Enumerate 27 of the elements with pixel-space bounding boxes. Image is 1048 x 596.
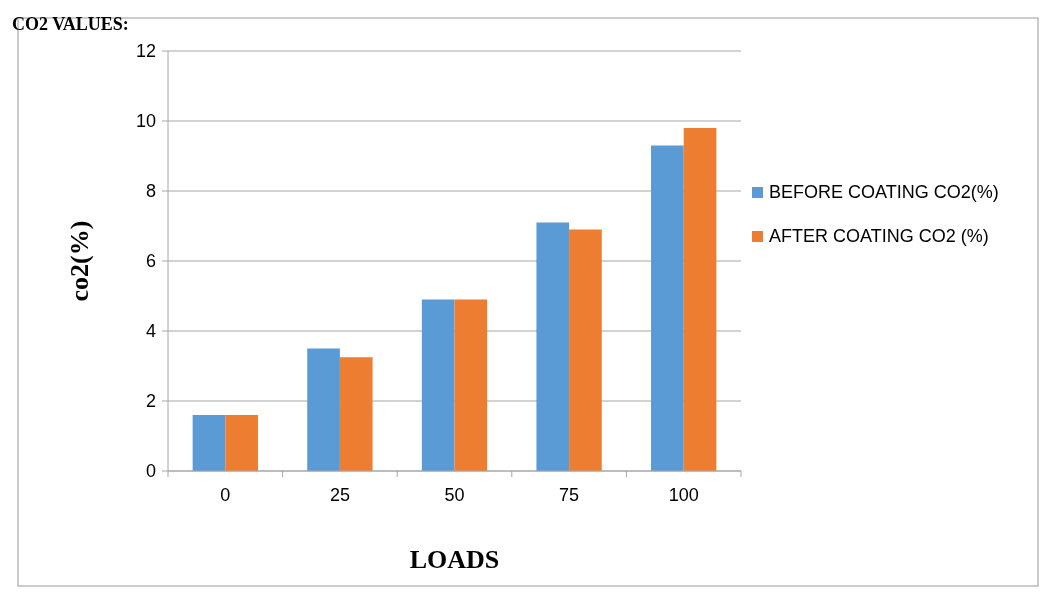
y-tick-label: 8: [145, 181, 156, 202]
bar: [651, 145, 684, 471]
chart-title: CO2 VALUES:: [12, 14, 129, 34]
bar: [683, 128, 717, 471]
y-tick-label: 2: [145, 391, 156, 412]
x-axis-title: LOADS: [409, 545, 500, 574]
bar: [225, 415, 258, 471]
y-tick-label: 6: [145, 251, 156, 272]
x-tick-label: 25: [329, 485, 350, 505]
y-tick-label: 12: [135, 41, 156, 62]
bar: [421, 299, 455, 471]
x-tick-label: 100: [668, 485, 699, 505]
x-tick-label: 75: [559, 485, 580, 505]
bar: [307, 348, 340, 471]
x-tick-label: 0: [220, 485, 231, 505]
x-tick-label: 50: [444, 485, 465, 505]
legend-label: AFTER COATING CO2 (%): [769, 226, 989, 246]
bar: [454, 299, 488, 471]
y-tick-label: 4: [145, 321, 156, 342]
bar: [192, 415, 226, 471]
bar: [339, 357, 373, 471]
y-axis-title: co2(%): [65, 220, 94, 302]
legend-label: BEFORE COATING CO2(%): [769, 182, 999, 202]
bar: [569, 229, 602, 471]
bar: [536, 222, 570, 471]
y-tick-label: 0: [145, 461, 156, 482]
y-tick-label: 10: [135, 111, 156, 132]
